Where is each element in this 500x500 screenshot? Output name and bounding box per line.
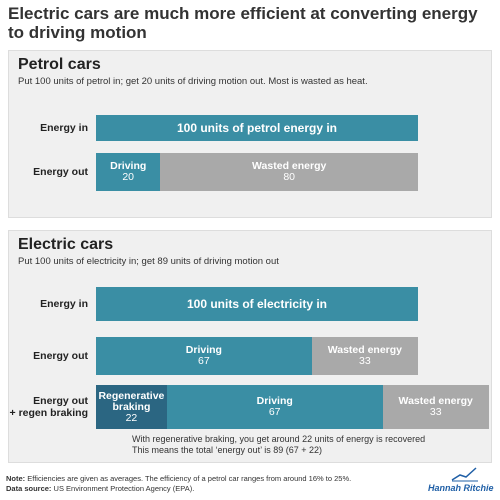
category-label: Energy out <box>2 337 88 375</box>
segment-name: Driving <box>185 344 222 356</box>
segment-value: 80 <box>283 171 296 183</box>
bar-segment: Wasted energy 80 <box>160 153 418 191</box>
bar-segment: 100 units of petrol energy in <box>96 115 418 141</box>
segment-name: Regenerative braking <box>98 389 165 413</box>
source-label: Data source: <box>6 484 52 493</box>
panel-title: Petrol cars <box>18 56 101 73</box>
bar-segment: Regenerative braking 22 <box>96 385 167 429</box>
main-title: Electric cars are much more efficient at… <box>8 4 478 42</box>
segment-value: 67 <box>198 355 210 367</box>
bar-segment: Driving 67 <box>96 337 312 375</box>
category-text: Energy in <box>40 122 88 134</box>
category-label: Energy out + regen braking <box>2 385 88 429</box>
segment-name: 100 units of petrol energy in <box>176 120 338 135</box>
category-label: Energy out <box>2 153 88 191</box>
bar-segment: Wasted energy 33 <box>382 385 489 429</box>
logo-icon <box>451 467 478 482</box>
category-text: Energy out <box>33 166 88 178</box>
segment-name: Wasted energy <box>398 395 473 407</box>
category-label: Energy in <box>2 115 88 141</box>
category-text: Energy out <box>33 350 88 362</box>
segment-value: 22 <box>125 411 138 424</box>
bar-segment: 100 units of electricity in <box>96 287 418 321</box>
note-label: Note: <box>6 474 26 483</box>
panel-subtitle: Put 100 units of electricity in; get 89 … <box>18 256 279 267</box>
category-label: Energy in <box>2 287 88 321</box>
bar-segment: Driving 20 <box>96 153 161 191</box>
footer-text: Note: Efficiencies are given as averages… <box>6 474 406 494</box>
segment-name: Wasted energy <box>327 344 403 356</box>
annotation: This means the total ‘energy out’ is 89 … <box>132 445 323 455</box>
panel-subtitle: Put 100 units of petrol in; get 20 units… <box>18 76 368 87</box>
annotation: With regenerative braking, you get aroun… <box>132 434 426 444</box>
segment-value: 20 <box>122 171 135 183</box>
segment-value: 67 <box>268 406 281 418</box>
segment-value: 33 <box>359 355 371 367</box>
segment-value: 33 <box>429 406 442 418</box>
category-text: Energy in <box>40 298 88 310</box>
bar-segment: Wasted energy 33 <box>311 337 418 375</box>
segment-name: Driving <box>256 395 293 407</box>
bar-segment: Driving 67 <box>166 385 383 429</box>
author: Hannah Ritchie <box>428 483 494 493</box>
panel-title: Electric cars <box>18 236 114 253</box>
source: US Environment Protection Agency (EPA). <box>53 484 195 493</box>
segment-name: 100 units of electricity in <box>186 296 328 311</box>
category-text: Energy out + regen braking <box>9 395 88 419</box>
segment-name: Wasted energy <box>252 160 327 172</box>
segment-name: Driving <box>110 160 147 172</box>
note: Efficiencies are given as averages. The … <box>27 474 352 483</box>
